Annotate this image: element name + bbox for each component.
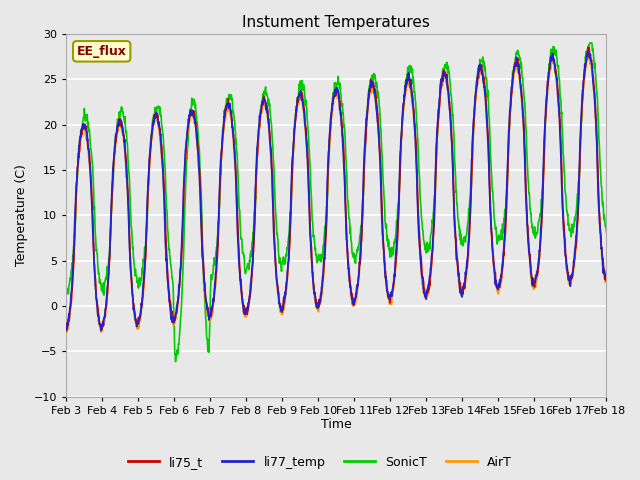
- li75_t: [292, 116, 300, 122]
- AirT: [62, 331, 70, 336]
- Legend: li75_t, li77_temp, SonicT, AirT: li75_t, li77_temp, SonicT, AirT: [123, 451, 517, 474]
- Y-axis label: Temperature (C): Temperature (C): [15, 164, 28, 266]
- AirT: [303, 141, 310, 147]
- AirT: [602, 277, 610, 283]
- Line: li75_t: li75_t: [66, 47, 606, 330]
- SonicT: [303, 106, 310, 111]
- li75_t: [313, 301, 321, 307]
- SonicT: [370, 71, 378, 76]
- AirT: [584, 53, 592, 59]
- SonicT: [602, 229, 610, 235]
- SonicT: [62, 290, 70, 296]
- SonicT: [126, 186, 134, 192]
- li77_temp: [303, 144, 310, 150]
- AirT: [312, 305, 320, 311]
- li77_temp: [126, 258, 134, 264]
- li77_temp: [292, 112, 300, 118]
- Text: EE_flux: EE_flux: [77, 45, 127, 58]
- SonicT: [313, 255, 321, 261]
- AirT: [126, 248, 134, 253]
- li75_t: [98, 327, 106, 333]
- li75_t: [370, 84, 378, 89]
- AirT: [370, 87, 378, 93]
- Line: li77_temp: li77_temp: [66, 53, 606, 331]
- SonicT: [586, 40, 594, 46]
- li77_temp: [370, 84, 378, 89]
- li75_t: [585, 44, 593, 50]
- li77_temp: [62, 325, 70, 331]
- li77_temp: [313, 304, 321, 310]
- li75_t: [104, 278, 112, 284]
- AirT: [291, 120, 299, 126]
- Title: Instument Temperatures: Instument Temperatures: [242, 15, 430, 30]
- li77_temp: [602, 277, 610, 283]
- X-axis label: Time: Time: [321, 419, 351, 432]
- Line: SonicT: SonicT: [66, 43, 606, 361]
- Line: AirT: AirT: [66, 56, 606, 334]
- li75_t: [126, 251, 134, 256]
- li75_t: [62, 325, 70, 331]
- AirT: [104, 286, 111, 292]
- li75_t: [602, 273, 610, 278]
- li77_temp: [104, 274, 112, 280]
- li77_temp: [584, 50, 592, 56]
- SonicT: [172, 359, 179, 364]
- SonicT: [104, 265, 111, 271]
- li77_temp: [63, 328, 70, 334]
- li75_t: [303, 138, 310, 144]
- SonicT: [292, 111, 300, 117]
